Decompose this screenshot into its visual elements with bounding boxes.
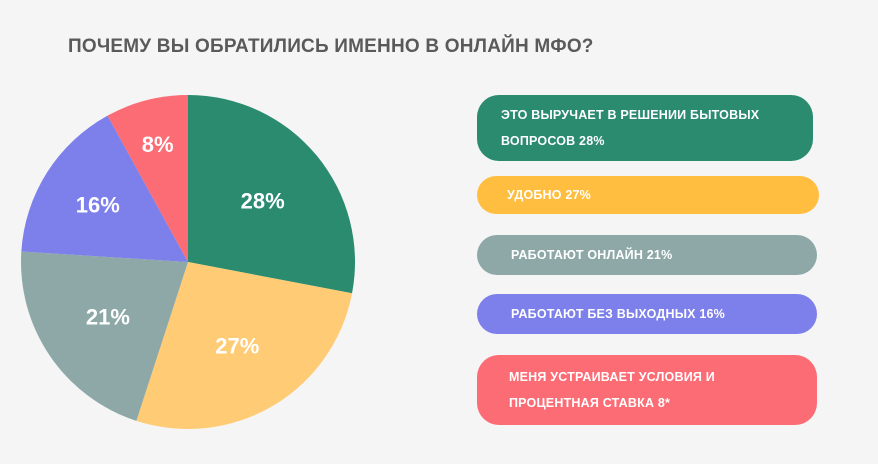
pie-slice bbox=[21, 115, 189, 262]
pie-slice-label: 21% bbox=[86, 304, 130, 329]
legend-item-everyday-issues: ЭТО ВЫРУЧАЕТ В РЕШЕНИИ БЫТОВЫХ ВОПРОСОВ … bbox=[477, 95, 813, 161]
legend-item-label: РАБОТАЮТ ОНЛАЙН 21% bbox=[511, 248, 673, 262]
pie-slice-label: 27% bbox=[215, 333, 259, 358]
pie-slice-label: 16% bbox=[76, 193, 120, 218]
legend-item-label: РАБОТАЮТ БЕЗ ВЫХОДНЫХ 16% bbox=[511, 307, 725, 321]
chart-title: ПОЧЕМУ ВЫ ОБРАТИЛИСЬ ИМЕННО В ОНЛАЙН МФО… bbox=[68, 36, 594, 57]
legend-item-label: ЭТО ВЫРУЧАЕТ В РЕШЕНИИ БЫТОВЫХ ВОПРОСОВ … bbox=[501, 108, 760, 148]
legend-item-label: УДОБНО 27% bbox=[507, 188, 591, 202]
pie-slice bbox=[20, 251, 189, 421]
pie-slice bbox=[136, 262, 353, 430]
pie-slice bbox=[188, 95, 355, 294]
pie-slice-label: 8% bbox=[142, 132, 174, 157]
pie-slice bbox=[107, 95, 188, 262]
legend-item-no-days-off: РАБОТАЮТ БЕЗ ВЫХОДНЫХ 16% bbox=[477, 294, 817, 334]
legend-item-conditions-rate: МЕНЯ УСТРАИВАЕТ УСЛОВИЯ И ПРОЦЕНТНАЯ СТА… bbox=[477, 355, 817, 425]
legend-item-convenient: УДОБНО 27% bbox=[477, 176, 819, 214]
pie-slice-label: 28% bbox=[241, 188, 285, 213]
legend-item-online: РАБОТАЮТ ОНЛАЙН 21% bbox=[477, 235, 817, 275]
legend-item-label: МЕНЯ УСТРАИВАЕТ УСЛОВИЯ И ПРОЦЕНТНАЯ СТА… bbox=[509, 370, 715, 410]
